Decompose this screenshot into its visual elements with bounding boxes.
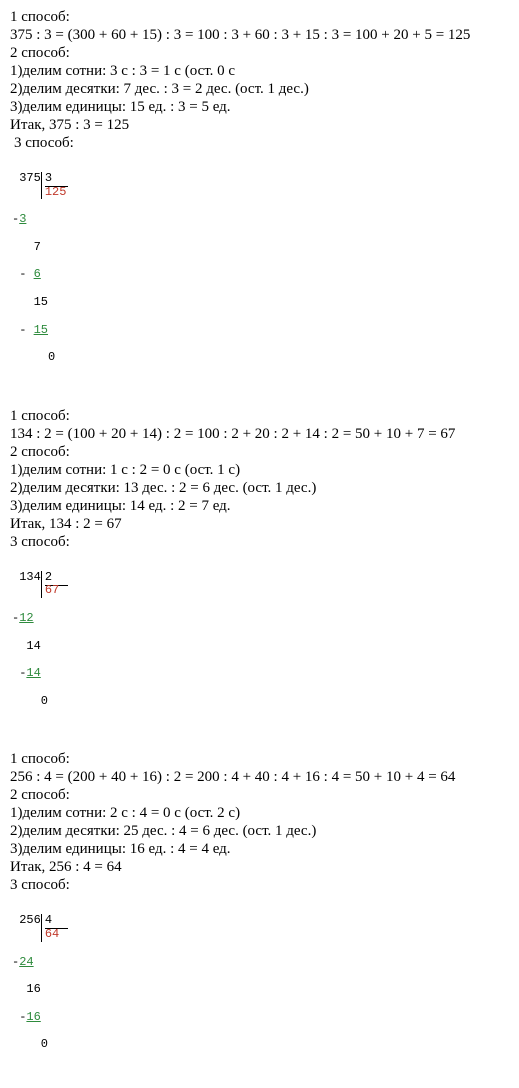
- result: Итак, 134 : 2 = 67: [10, 516, 509, 533]
- longdiv-1: 3753 125 -3 7 - 6 15 - 15 0: [12, 158, 509, 379]
- m2-label: 2 способ:: [10, 45, 509, 62]
- quotient: 67: [45, 583, 59, 597]
- m1-label: 1 способ:: [10, 9, 509, 26]
- step3: 3)делим единицы: 15 ед. : 3 = 5 ед.: [10, 99, 509, 116]
- quotient: 125: [45, 185, 67, 199]
- step1: 1)делим сотни: 3 с : 3 = 1 с (ост. 0 с: [10, 63, 509, 80]
- m1-expr: 134 : 2 = (100 + 20 + 14) : 2 = 100 : 2 …: [10, 426, 509, 443]
- step2: 2)делим десятки: 25 дес. : 4 = 6 дес. (о…: [10, 823, 509, 840]
- step2: 2)делим десятки: 7 дес. : 3 = 2 дес. (ос…: [10, 81, 509, 98]
- step3: 3)делим единицы: 16 ед. : 4 = 4 ед.: [10, 841, 509, 858]
- quotient: 64: [45, 927, 59, 941]
- result: Итак, 256 : 4 = 64: [10, 859, 509, 876]
- longdiv-2: 1342 67 -12 14 -14 0: [12, 557, 509, 723]
- m1-expr: 375 : 3 = (300 + 60 + 15) : 3 = 100 : 3 …: [10, 27, 509, 44]
- m1-expr: 256 : 4 = (200 + 40 + 16) : 2 = 200 : 4 …: [10, 769, 509, 786]
- m3-label: 3 способ:: [10, 534, 509, 551]
- m1-label: 1 способ:: [10, 751, 509, 768]
- step2: 2)делим десятки: 13 дес. : 2 = 6 дес. (о…: [10, 480, 509, 497]
- step1: 1)делим сотни: 1 с : 2 = 0 с (ост. 1 с): [10, 462, 509, 479]
- m2-label: 2 способ:: [10, 444, 509, 461]
- m1-label: 1 способ:: [10, 408, 509, 425]
- m3-label: 3 способ:: [10, 135, 509, 152]
- longdiv-3: 2564 64 -24 16 -16 0: [12, 900, 509, 1066]
- m2-label: 2 способ:: [10, 787, 509, 804]
- result: Итак, 375 : 3 = 125: [10, 117, 509, 134]
- m3-label: 3 способ:: [10, 877, 509, 894]
- step1: 1)делим сотни: 2 с : 4 = 0 с (ост. 2 с): [10, 805, 509, 822]
- step3: 3)делим единицы: 14 ед. : 2 = 7 ед.: [10, 498, 509, 515]
